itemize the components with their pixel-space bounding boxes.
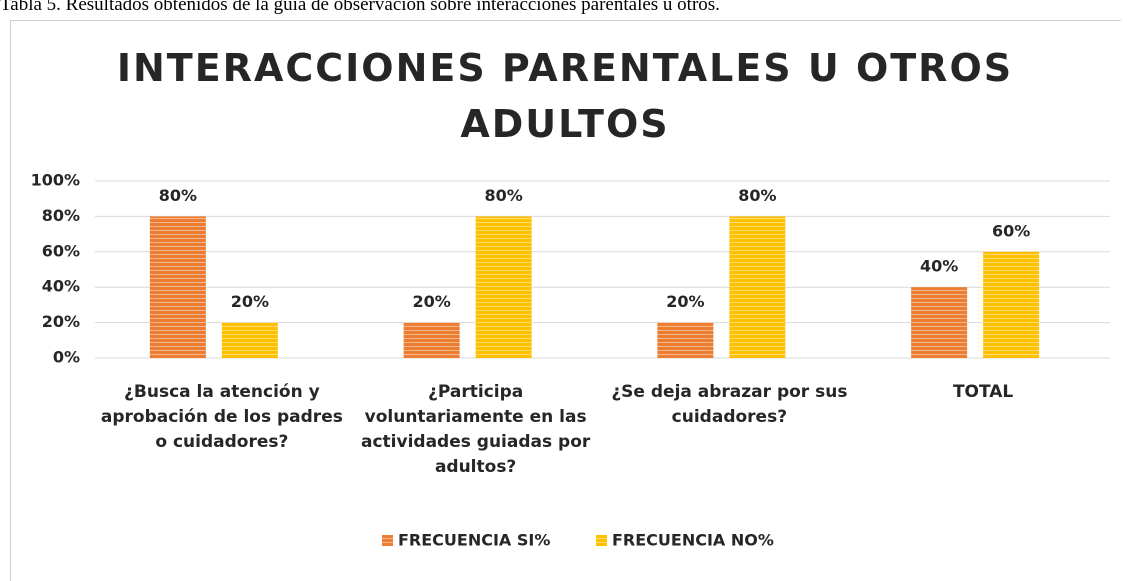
bar [149, 216, 206, 358]
bar [911, 287, 968, 358]
y-tick-label: 0% [53, 348, 80, 367]
data-label: 80% [159, 186, 197, 205]
caption: Tabla 5. Resultados obtenidos de la guía… [0, 0, 720, 15]
data-label: 80% [738, 186, 776, 205]
data-label: 60% [992, 221, 1030, 240]
x-tick-label: TOTAL [952, 382, 1014, 402]
legend-swatch [382, 535, 393, 546]
x-tick-label: ¿Busca la atención y aprobación de los p… [100, 382, 343, 452]
y-tick-label: 40% [42, 277, 80, 296]
data-label: 40% [920, 257, 958, 276]
bar [475, 216, 532, 358]
legend-label: FRECUENCIA NO% [612, 531, 774, 550]
y-tick-label: 60% [42, 241, 80, 260]
legend-swatch [596, 535, 607, 546]
bar [403, 322, 460, 358]
chart-title: INTERACCIONES PARENTALES U OTROS ADULTOS [116, 46, 1014, 146]
data-label: 20% [231, 292, 269, 311]
data-label: 20% [666, 292, 704, 311]
bar [221, 322, 278, 358]
y-tick-label: 80% [42, 206, 80, 225]
bar [983, 251, 1040, 358]
bar [657, 322, 714, 358]
bar [729, 216, 786, 358]
legend-label: FRECUENCIA SI% [398, 531, 550, 550]
data-label: 20% [412, 292, 450, 311]
x-tick-label: ¿Participa voluntariamente en las activi… [360, 382, 591, 477]
x-tick-label: ¿Se deja abrazar por sus cuidadores? [611, 382, 848, 427]
y-tick-label: 20% [42, 312, 80, 331]
y-tick-label: 100% [31, 171, 80, 190]
data-label: 80% [484, 186, 522, 205]
chart-frame [10, 20, 1121, 581]
